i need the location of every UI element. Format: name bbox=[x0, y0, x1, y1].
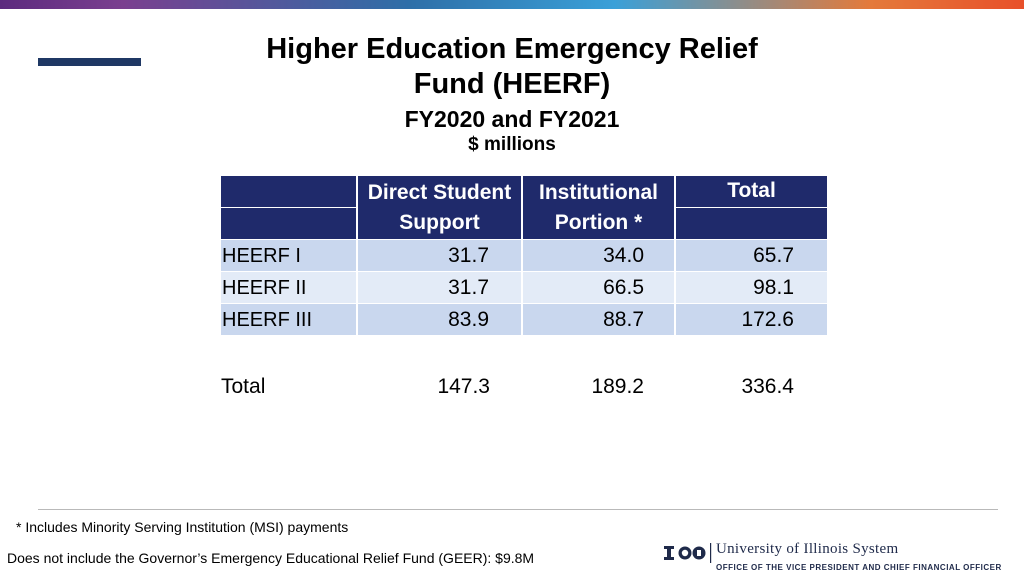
footer-divider bbox=[38, 509, 998, 510]
footnote-geer: Does not include the Governor’s Emergenc… bbox=[7, 550, 535, 566]
slide-title: Higher Education Emergency Relief Fund (… bbox=[200, 32, 824, 102]
header-direct-line-2: Support bbox=[399, 211, 480, 234]
cell-total-heerf-ii: 98.1 bbox=[676, 272, 827, 303]
office-name: OFFICE OF THE VICE PRESIDENT AND CHIEF F… bbox=[716, 563, 1002, 572]
row-label-heerf-i: HEERF I bbox=[221, 240, 356, 271]
header-inst-line-2: Portion * bbox=[554, 211, 643, 234]
header-total-blank bbox=[676, 208, 827, 239]
title-line-1: Higher Education Emergency Relief bbox=[266, 33, 758, 65]
row-label-heerf-iii: HEERF III bbox=[221, 304, 356, 335]
header-empty-bottom bbox=[221, 208, 356, 239]
totals-total: 336.4 bbox=[741, 375, 794, 398]
slide-subtitle: FY2020 and FY2021 bbox=[404, 106, 620, 132]
cell-total-heerf-i: 65.7 bbox=[676, 240, 827, 271]
header-direct-line-1: Direct Student bbox=[367, 181, 512, 204]
cell-inst-heerf-ii: 66.5 bbox=[523, 272, 674, 303]
header-institutional-portion: Institutional Portion * bbox=[523, 176, 674, 239]
footnote-msi: * Includes Minority Serving Institution … bbox=[16, 519, 349, 535]
cell-direct-heerf-iii: 83.9 bbox=[358, 304, 521, 335]
header-direct-student-support: Direct Student Support bbox=[358, 176, 521, 239]
totals-label: Total bbox=[221, 375, 266, 398]
accent-bar bbox=[38, 58, 141, 66]
cell-direct-heerf-i: 31.7 bbox=[358, 240, 521, 271]
header-empty-top bbox=[221, 176, 356, 207]
cell-inst-heerf-i: 34.0 bbox=[523, 240, 674, 271]
totals-institutional: 189.2 bbox=[591, 375, 644, 398]
cell-total-heerf-iii: 172.6 bbox=[676, 304, 827, 335]
cell-inst-heerf-iii: 88.7 bbox=[523, 304, 674, 335]
illinois-marks-icon bbox=[664, 543, 712, 563]
heerf-table: Direct Student Support Institutional Por… bbox=[221, 176, 827, 336]
header-inst-line-1: Institutional bbox=[539, 181, 658, 204]
title-line-2: Fund (HEERF) bbox=[413, 68, 611, 100]
row-label-heerf-ii: HEERF II bbox=[221, 272, 356, 303]
university-logo: University of Illinois System OFFICE OF … bbox=[664, 541, 1004, 575]
totals-direct: 147.3 bbox=[437, 375, 490, 398]
units-label: $ millions bbox=[468, 134, 556, 155]
header-total: Total bbox=[676, 176, 827, 207]
cell-direct-heerf-ii: 31.7 bbox=[358, 272, 521, 303]
university-name: University of Illinois System bbox=[716, 541, 899, 557]
top-gradient-bar bbox=[0, 0, 1024, 9]
